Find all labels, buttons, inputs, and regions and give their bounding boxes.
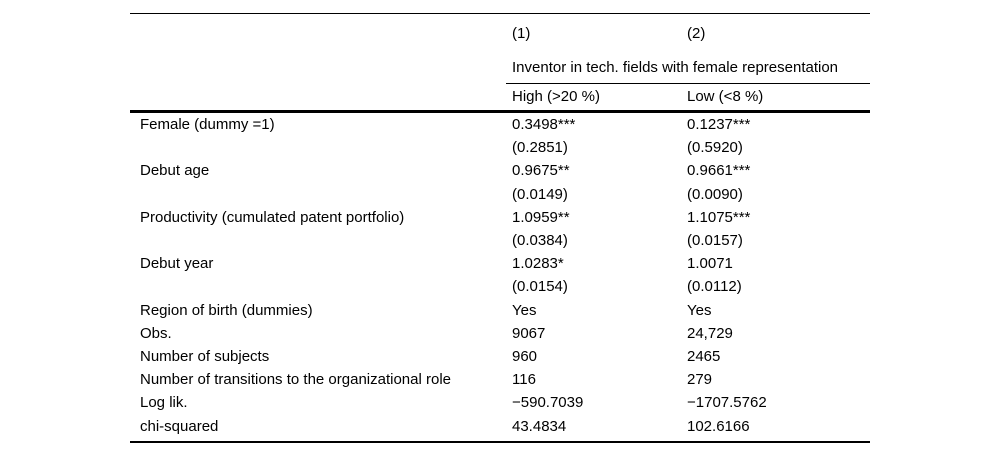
col2-value: −1707.5762 <box>687 394 767 412</box>
column-1-number: (1) <box>512 24 531 42</box>
row-label: Region of birth (dummies) <box>140 301 313 319</box>
row-label: Number of subjects <box>140 347 270 365</box>
table-row: Productivity (cumulated patent portfolio… <box>130 206 870 229</box>
table-body: Female (dummy =1) 0.3498*** 0.1237*** (0… <box>130 113 870 443</box>
row-label: Debut age <box>140 162 210 180</box>
col2-value: (0.0157) <box>687 232 743 250</box>
spanning-column-header: Inventor in tech. fields with female rep… <box>506 52 870 84</box>
col1-value: (0.0154) <box>512 278 568 296</box>
col2-value: 102.6166 <box>687 417 750 435</box>
column-label-row: High (>20 %) Low (<8 %) <box>130 83 870 110</box>
table-row: Female (dummy =1) 0.3498*** 0.1237*** <box>130 113 870 136</box>
table-row: Number of subjects 960 2465 <box>130 345 870 368</box>
col1-value: 1.0283* <box>512 255 564 273</box>
col1-value: 43.4834 <box>512 417 567 435</box>
col2-value: 0.9661*** <box>687 162 751 180</box>
table-row: Debut year 1.0283* 1.0071 <box>130 252 870 275</box>
row-label: Number of transitions to the organizatio… <box>140 371 452 389</box>
table-row: Obs. 9067 24,729 <box>130 322 870 345</box>
col2-value: 24,729 <box>687 324 733 342</box>
row-label: Obs. <box>140 324 172 342</box>
column-2-header: Low (<8 %) <box>687 88 764 105</box>
table-row: (0.0154) (0.0112) <box>130 275 870 298</box>
table-row: (0.0149) (0.0090) <box>130 183 870 206</box>
table-row: Region of birth (dummies) Yes Yes <box>130 299 870 322</box>
table-row: Log lik. −590.7039 −1707.5762 <box>130 391 870 414</box>
col1-value: (0.2851) <box>512 139 568 157</box>
row-label: Log lik. <box>140 394 188 412</box>
spanning-header-row: Inventor in tech. fields with female rep… <box>130 52 870 84</box>
col2-value: 1.1075*** <box>687 208 751 226</box>
col2-value: 0.1237*** <box>687 116 751 134</box>
col2-value: (0.0090) <box>687 185 743 203</box>
col2-value: Yes <box>687 301 712 319</box>
row-label: Productivity (cumulated patent portfolio… <box>140 208 405 226</box>
col2-value: 279 <box>687 371 713 389</box>
col2-value: (0.0112) <box>687 278 742 296</box>
col1-value: 0.9675** <box>512 162 570 180</box>
col2-value: 1.0071 <box>687 255 733 273</box>
col2-value: (0.5920) <box>687 139 743 157</box>
col2-value: 2465 <box>687 347 721 365</box>
col1-value: Yes <box>512 301 537 319</box>
row-label: chi-squared <box>140 417 219 435</box>
table-header: (1) (2) Inventor in tech. fields with fe… <box>130 14 870 113</box>
row-label: Debut year <box>140 255 214 273</box>
table-row: (0.2851) (0.5920) <box>130 136 870 159</box>
col1-value: (0.0384) <box>512 232 568 250</box>
col1-value: 1.0959** <box>512 208 570 226</box>
table-row: Debut age 0.9675** 0.9661*** <box>130 159 870 182</box>
col1-value: (0.0149) <box>512 185 568 203</box>
table-row: Number of transitions to the organizatio… <box>130 368 870 391</box>
col1-value: 9067 <box>512 324 546 342</box>
column-2-number: (2) <box>687 24 706 42</box>
regression-results-table: (1) (2) Inventor in tech. fields with fe… <box>130 13 870 443</box>
col1-value: −590.7039 <box>512 394 584 412</box>
col1-value: 960 <box>512 347 538 365</box>
row-label: Female (dummy =1) <box>140 116 275 134</box>
model-number-row: (1) (2) <box>130 14 870 52</box>
table-row: chi-squared 43.4834 102.6166 <box>130 414 870 437</box>
col1-value: 116 <box>512 371 536 389</box>
column-1-header: High (>20 %) <box>512 88 600 105</box>
table-row: (0.0384) (0.0157) <box>130 229 870 252</box>
col1-value: 0.3498*** <box>512 116 576 134</box>
